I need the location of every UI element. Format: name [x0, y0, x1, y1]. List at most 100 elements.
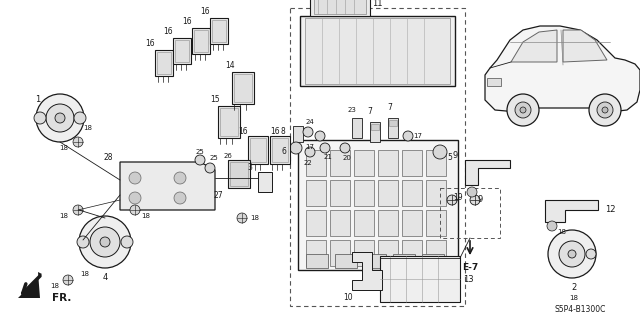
Text: 7: 7 [388, 103, 392, 113]
Text: 16: 16 [163, 28, 173, 36]
Text: 22: 22 [303, 160, 312, 166]
Bar [232, 72, 254, 104]
Text: 13: 13 [463, 275, 474, 284]
Bar [306, 180, 326, 206]
Text: 24: 24 [306, 119, 314, 125]
Circle shape [237, 213, 247, 223]
Text: 20: 20 [342, 155, 351, 161]
Polygon shape [511, 30, 557, 62]
Text: 18: 18 [570, 295, 579, 301]
Bar [300, 16, 455, 86]
Bar [310, 0, 370, 16]
Bar [306, 254, 328, 268]
Text: 5: 5 [447, 153, 452, 162]
Bar [298, 140, 458, 270]
Circle shape [507, 94, 539, 126]
Circle shape [63, 275, 73, 285]
Bar [293, 126, 303, 142]
Text: 16: 16 [200, 7, 210, 17]
Circle shape [515, 102, 531, 118]
Text: 16: 16 [145, 39, 155, 49]
Circle shape [597, 102, 613, 118]
Text: 6: 6 [282, 148, 287, 156]
Circle shape [205, 163, 215, 173]
Circle shape [195, 155, 205, 165]
Circle shape [547, 221, 557, 231]
Polygon shape [120, 162, 215, 210]
Bar [306, 150, 326, 176]
Circle shape [520, 107, 526, 113]
Bar [389, 120, 397, 126]
Text: 28: 28 [103, 154, 113, 163]
Polygon shape [18, 272, 42, 298]
Circle shape [315, 131, 325, 141]
Bar [388, 118, 398, 138]
Circle shape [90, 227, 120, 257]
Bar [354, 210, 374, 236]
Bar [155, 50, 173, 76]
Bar [380, 256, 460, 302]
Text: 3: 3 [248, 164, 252, 172]
Bar [306, 240, 326, 266]
Circle shape [130, 205, 140, 215]
Circle shape [589, 94, 621, 126]
Circle shape [34, 112, 46, 124]
Text: 11: 11 [372, 0, 382, 9]
Text: 16: 16 [270, 127, 280, 137]
Bar [402, 150, 422, 176]
Bar [228, 160, 250, 188]
Circle shape [73, 205, 83, 215]
Text: FR.: FR. [52, 293, 72, 303]
Bar [426, 240, 446, 266]
Bar [354, 180, 374, 206]
Circle shape [174, 192, 186, 204]
Circle shape [77, 236, 89, 248]
Circle shape [36, 94, 84, 142]
Circle shape [79, 216, 131, 268]
Text: 21: 21 [324, 154, 332, 160]
Circle shape [73, 137, 83, 147]
Text: 19: 19 [453, 194, 463, 203]
Bar [290, 8, 465, 306]
Polygon shape [545, 200, 598, 222]
Bar [426, 180, 446, 206]
Text: E-7: E-7 [462, 263, 478, 273]
Text: 8: 8 [280, 127, 285, 137]
Text: 18: 18 [81, 271, 90, 277]
Bar [370, 122, 380, 142]
Circle shape [433, 145, 447, 159]
Text: 18: 18 [83, 125, 93, 131]
Bar [305, 18, 450, 84]
Circle shape [340, 143, 350, 153]
Circle shape [129, 192, 141, 204]
Text: 12: 12 [605, 205, 615, 214]
Bar [330, 240, 350, 266]
Bar [335, 254, 357, 268]
Text: 18: 18 [250, 215, 259, 221]
Bar [220, 108, 238, 136]
Circle shape [290, 142, 302, 154]
Bar [192, 28, 210, 54]
Text: 18: 18 [60, 213, 68, 219]
Circle shape [320, 143, 330, 153]
Bar [330, 210, 350, 236]
Text: 18: 18 [141, 213, 150, 219]
Polygon shape [563, 30, 607, 62]
Bar [272, 138, 288, 162]
Text: 17: 17 [413, 133, 422, 139]
Text: 16: 16 [182, 18, 192, 27]
Polygon shape [465, 160, 510, 185]
Circle shape [100, 237, 110, 247]
Text: 25: 25 [196, 149, 204, 155]
Bar [402, 240, 422, 266]
Bar [371, 124, 379, 130]
Text: 16: 16 [238, 127, 248, 137]
Text: 7: 7 [367, 108, 372, 116]
Bar [175, 40, 189, 62]
Text: 18: 18 [60, 145, 68, 151]
Circle shape [46, 104, 74, 132]
Circle shape [303, 127, 313, 137]
Bar [230, 162, 248, 186]
Circle shape [403, 131, 413, 141]
Text: 14: 14 [225, 61, 235, 70]
